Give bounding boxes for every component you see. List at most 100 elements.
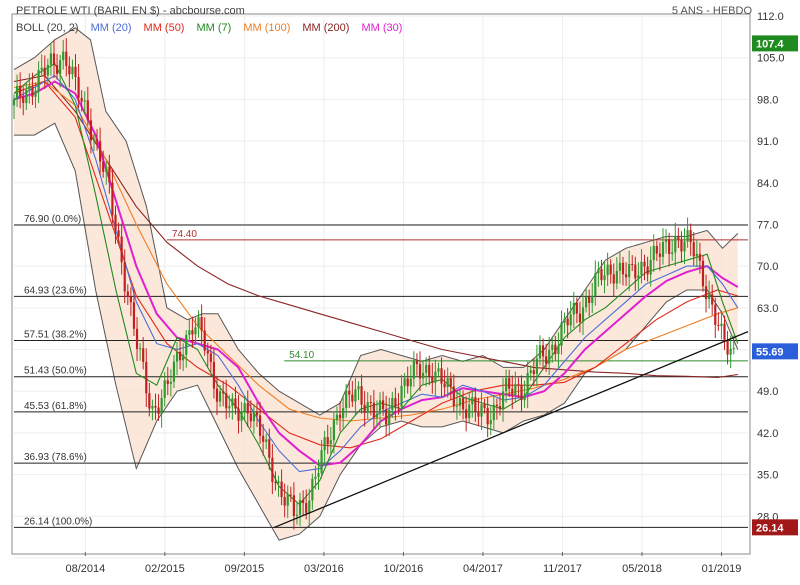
candle-body (175, 351, 179, 362)
candle-body (443, 383, 446, 388)
ref-label-0: 74.40 (172, 229, 197, 240)
x-tick-label-2: 09/2015 (225, 563, 265, 575)
candle-body (695, 253, 698, 257)
candle-body (142, 348, 145, 362)
candle-body (55, 65, 59, 74)
candle-body (231, 398, 234, 407)
candle-body (314, 476, 317, 479)
price-tag-0 (752, 35, 798, 52)
candle-body (440, 368, 443, 384)
candle-body (160, 397, 163, 415)
candle-body (412, 360, 415, 379)
candle-body (680, 239, 683, 252)
ma-line-30 (13, 80, 739, 467)
candle-body (145, 361, 148, 394)
candle-body (511, 388, 514, 396)
candle-body (541, 345, 545, 357)
candle-body (139, 348, 142, 350)
candle-body (495, 404, 498, 407)
candle-body (505, 378, 508, 392)
candle-body (415, 360, 419, 365)
candle-body (283, 497, 286, 506)
candle-body (182, 354, 185, 361)
candle-body (471, 397, 474, 405)
candle-body (166, 380, 169, 384)
candle-body (557, 345, 560, 355)
candle-body (461, 398, 465, 410)
candle-body (621, 262, 625, 275)
candle-body (523, 394, 526, 401)
candle-body (529, 370, 532, 373)
candle-body (391, 398, 394, 411)
candle-body (234, 398, 237, 409)
candle-body (277, 481, 280, 484)
price-tag-1 (752, 343, 798, 360)
candle-body (372, 402, 375, 418)
candle-body (99, 141, 102, 162)
candle-body (677, 236, 680, 240)
candle-body (206, 350, 209, 354)
candle-body (517, 384, 520, 386)
candle-body (566, 318, 569, 326)
candle-body (720, 323, 723, 327)
candle-body (351, 394, 354, 402)
candle-body (37, 69, 40, 91)
candle-body (394, 398, 397, 407)
candle-body (280, 481, 283, 498)
candle-body (40, 67, 43, 70)
y-tick-label-11: 35.0 (757, 470, 778, 482)
candle-body (548, 350, 551, 364)
candle-body (154, 405, 157, 408)
candle-body (717, 324, 720, 327)
y-tick-label-5: 77.0 (757, 219, 778, 231)
candle-body (375, 413, 379, 418)
candle-body (584, 297, 588, 308)
legend-item-0: BOLL (20, 2) (16, 22, 79, 34)
candle-body (65, 51, 68, 66)
candle-body (661, 241, 665, 257)
candle-body (246, 403, 249, 414)
candle-body (664, 239, 668, 242)
candle-body (311, 478, 314, 501)
ma-line-200 (13, 74, 738, 379)
candle-body (400, 385, 403, 408)
candle-body (123, 262, 126, 292)
candle-body (711, 294, 714, 305)
candle-body (578, 313, 582, 323)
candle-body (102, 161, 105, 172)
candle-body (169, 381, 172, 384)
candle-body (271, 457, 274, 482)
candle-body (458, 398, 462, 406)
candle-body (649, 260, 652, 275)
legend-item-1: MM (20) (91, 22, 132, 34)
candle-body (437, 368, 440, 372)
x-tick-label-6: 11/2017 (543, 563, 582, 575)
candle-body (209, 353, 212, 362)
candle-body (46, 64, 49, 76)
candle-body (381, 400, 385, 410)
candle-body (49, 53, 53, 65)
candle-body (704, 286, 708, 300)
candle-body (554, 344, 557, 355)
candle-body (129, 296, 132, 303)
candle-body (572, 302, 575, 315)
candle-body (114, 214, 117, 231)
candle-body (369, 402, 372, 404)
ma-line-100 (13, 80, 738, 422)
candle-body (428, 364, 431, 377)
candle-body (62, 51, 65, 61)
candle-body (289, 494, 292, 496)
candle-body (452, 386, 455, 407)
candle-body (732, 347, 735, 349)
candle-body (637, 275, 640, 279)
candle-body (575, 302, 578, 314)
candle-body (148, 393, 151, 409)
x-tick-label-3: 03/2016 (304, 563, 344, 575)
candle-body (188, 330, 191, 335)
candle-body (71, 66, 74, 75)
y-tick-label-10: 42.0 (757, 428, 778, 440)
candle-body (308, 500, 311, 514)
candle-body (292, 495, 295, 516)
candle-body (363, 404, 366, 414)
